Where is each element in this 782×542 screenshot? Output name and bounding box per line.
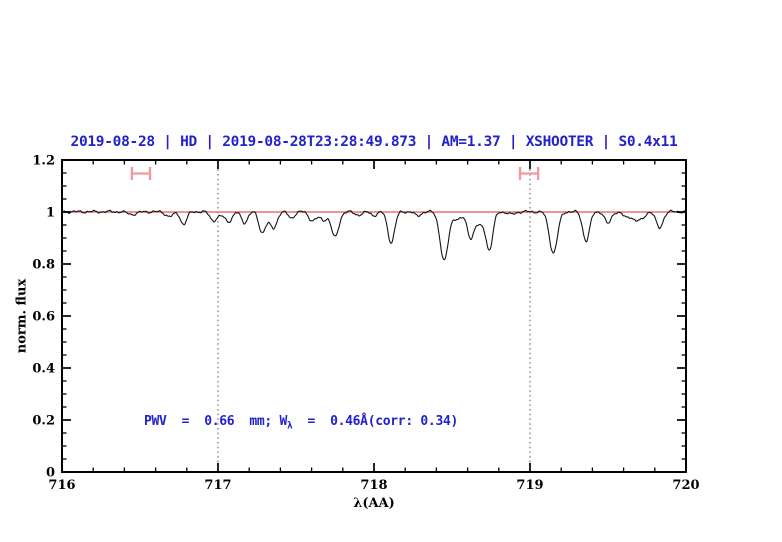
y-tick-label-0.6: 0.6 (32, 310, 55, 325)
y-tick-label-1.2: 1.2 (32, 154, 55, 169)
y-tick-label-0.8: 0.8 (32, 258, 55, 273)
x-tick-label-718: 718 (360, 478, 387, 493)
plot-title: 2019-08-28 | HD | 2019-08-28T23:28:49.87… (70, 134, 678, 150)
pwv-annotation: PWV = 0.66 mm; Wλ = 0.46Å(corr: 0.34) (144, 414, 459, 432)
y-axis-label: norm. flux (14, 278, 30, 354)
x-tick-label-717: 717 (204, 478, 231, 493)
x-tick-label-716: 716 (48, 478, 75, 493)
pwv-annotation-sub: λ (287, 420, 293, 432)
x-axis-label: λ(AA) (353, 496, 395, 511)
y-tick-label-0: 0 (46, 466, 55, 481)
y-tick-label-0.2: 0.2 (32, 414, 55, 429)
y-tick-label-1: 1 (46, 206, 55, 221)
pwv-annotation-pre: PWV = 0.66 mm; W (144, 414, 288, 429)
x-tick-label-720: 720 (672, 478, 699, 493)
spectrum-curve (61, 209, 687, 261)
x-tick-label-719: 719 (516, 478, 543, 493)
y-tick-label-0.4: 0.4 (32, 362, 55, 377)
pwv-annotation-post: = 0.46Å(corr: 0.34) (292, 414, 459, 429)
